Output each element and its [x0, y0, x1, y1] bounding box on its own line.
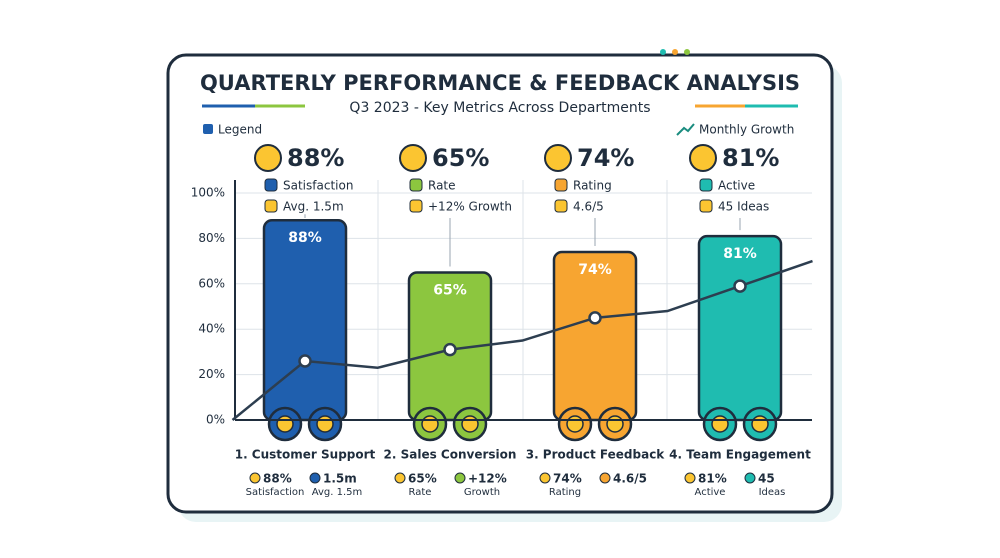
- bar-icon-glyph: [316, 415, 334, 433]
- x-tick-label: 1. Customer Support: [235, 448, 376, 462]
- bar-value-label: 65%: [433, 282, 467, 298]
- panel-icon-small: [264, 199, 278, 213]
- panel-icon-small: [554, 178, 568, 192]
- bar-icon-glyph: [711, 415, 729, 433]
- bar-value-label: 88%: [288, 230, 322, 246]
- footer-value: 45: [758, 472, 775, 486]
- footer-icon: [454, 472, 466, 484]
- footer-icon: [539, 472, 551, 484]
- legend-label: Monthly Growth: [699, 123, 794, 137]
- bar-value-label: 74%: [578, 262, 612, 278]
- y-tick-label: 40%: [198, 322, 225, 336]
- bar: [262, 218, 348, 422]
- footer-icon: [394, 472, 406, 484]
- footer-value: 1.5m: [323, 472, 357, 486]
- footer-icon: [249, 472, 261, 484]
- footer-sub: Rate: [409, 487, 432, 498]
- y-tick-label: 80%: [198, 231, 225, 245]
- footer-value: 81%: [698, 472, 727, 486]
- x-tick-label: 4. Team Engagement: [669, 448, 811, 462]
- footer-sub: Active: [695, 487, 726, 498]
- bar: [697, 234, 783, 422]
- panel-detail: 4.6/5: [573, 200, 604, 214]
- panel-headline: 65%: [432, 144, 489, 172]
- dot: [672, 49, 678, 55]
- chart-title: QUARTERLY PERFORMANCE & FEEDBACK ANALYSI…: [200, 71, 800, 95]
- panel-icon-small: [699, 199, 713, 213]
- growth-marker: [733, 279, 747, 293]
- bar-icon-glyph: [751, 415, 769, 433]
- y-tick-label: 0%: [206, 413, 225, 427]
- footer-value: 4.6/5: [613, 472, 647, 486]
- growth-marker: [443, 342, 457, 357]
- x-tick-label: 2. Sales Conversion: [384, 448, 517, 462]
- growth-marker: [588, 311, 602, 325]
- panel-icon: [544, 144, 572, 172]
- y-tick-label: 20%: [198, 367, 225, 381]
- x-tick-label: 3. Product Feedback: [526, 448, 666, 462]
- footer-icon: [684, 472, 696, 484]
- panel-icon: [399, 144, 427, 172]
- footer-icon: [309, 472, 321, 484]
- panel-icon-small: [409, 199, 423, 213]
- footer-value: 65%: [408, 472, 437, 486]
- panel-detail: Avg. 1.5m: [283, 200, 344, 214]
- growth-marker: [298, 354, 312, 368]
- chart-subtitle: Q3 2023 - Key Metrics Across Departments: [349, 100, 650, 116]
- footer-value: +12%: [468, 472, 507, 486]
- panel-icon-small: [554, 199, 568, 213]
- panel-icon: [254, 144, 282, 172]
- bar-value-label: 81%: [723, 246, 757, 262]
- dot: [684, 49, 690, 55]
- dot: [660, 49, 666, 55]
- panel-label: Active: [718, 179, 755, 193]
- panel-icon: [689, 144, 717, 172]
- legend-swatch: [203, 124, 213, 134]
- panel-icon-small: [699, 178, 713, 192]
- footer-sub: Avg. 1.5m: [312, 487, 363, 498]
- panel-headline: 81%: [722, 144, 779, 172]
- panel-label: Satisfaction: [283, 179, 353, 193]
- panel-headline: 74%: [577, 144, 634, 172]
- footer-sub: Rating: [549, 487, 581, 498]
- panel-icon-small: [264, 178, 278, 192]
- growth-line: [231, 259, 813, 421]
- y-tick-label: 60%: [198, 276, 225, 290]
- footer-sub: Satisfaction: [246, 487, 305, 498]
- legend-label: Legend: [218, 123, 262, 137]
- panel-icon-small: [409, 178, 423, 192]
- bar-icon-glyph: [421, 415, 439, 433]
- legend-line-icon: [676, 123, 695, 136]
- bar-icon-glyph: [461, 415, 479, 433]
- footer-sub: Ideas: [759, 487, 786, 498]
- panel-label: Rating: [573, 179, 612, 193]
- footer-value: 88%: [263, 472, 292, 486]
- footer-icon: [599, 472, 611, 484]
- footer-icon: [744, 472, 756, 484]
- panel-headline: 88%: [287, 144, 344, 172]
- bar-icon-glyph: [566, 415, 584, 433]
- bar-icon-glyph: [606, 415, 624, 433]
- y-tick-label: 100%: [191, 186, 225, 200]
- footer-value: 74%: [553, 472, 582, 486]
- footer-sub: Growth: [464, 487, 500, 498]
- bar-icon-glyph: [276, 415, 294, 433]
- panel-detail: +12% Growth: [428, 200, 512, 214]
- panel-label: Rate: [428, 179, 456, 193]
- panel-detail: 45 Ideas: [718, 200, 769, 214]
